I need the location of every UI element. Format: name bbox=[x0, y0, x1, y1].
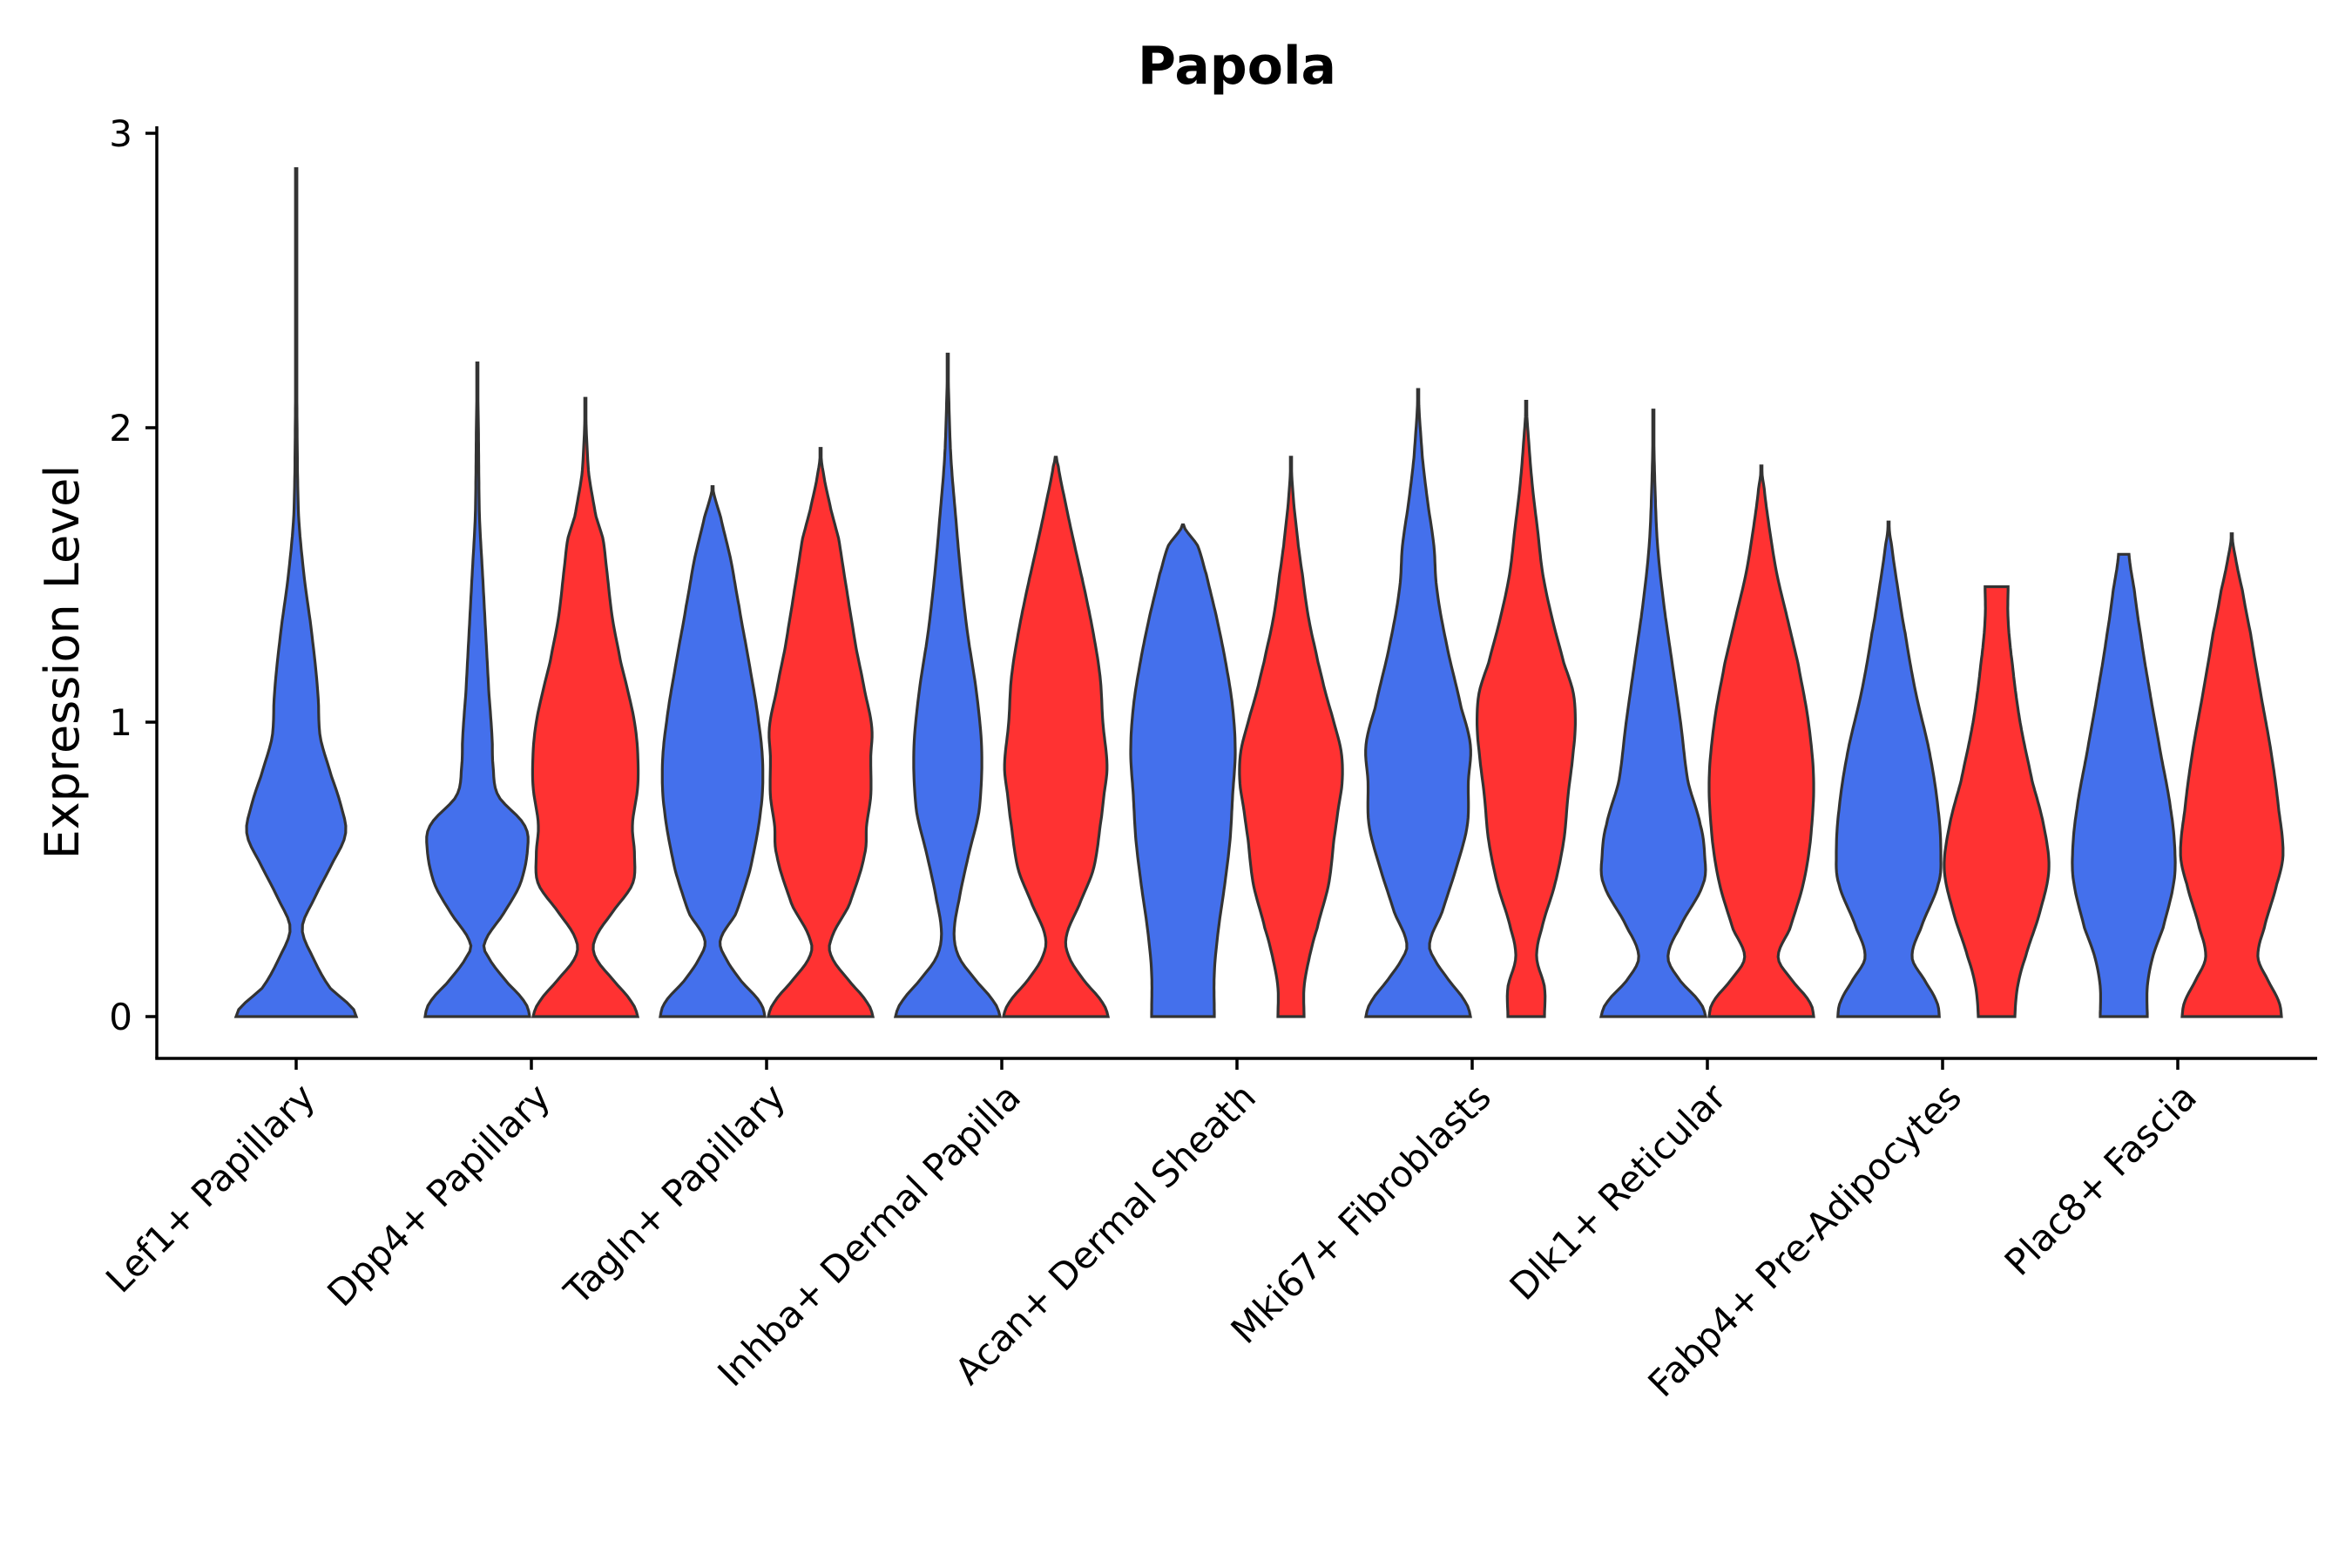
x-tick-label: Dpp4+ Papillary bbox=[319, 1075, 558, 1315]
violin-10 bbox=[1364, 388, 1472, 1018]
violin-9 bbox=[1238, 456, 1344, 1018]
violin-5 bbox=[766, 447, 875, 1018]
y-tick-label: 2 bbox=[109, 407, 132, 449]
y-tick-label: 3 bbox=[109, 112, 132, 155]
violin-8 bbox=[1129, 523, 1237, 1018]
violin-1 bbox=[233, 167, 359, 1018]
x-tick-label: Tagln+ Papillary bbox=[556, 1075, 794, 1313]
y-tick-label: 1 bbox=[109, 701, 132, 744]
violin-7 bbox=[1001, 456, 1111, 1018]
violin-14 bbox=[1835, 520, 1943, 1018]
violin-16 bbox=[2071, 552, 2177, 1018]
x-tick-label: Mki67+ Fibroblasts bbox=[1223, 1075, 1499, 1351]
x-tick-label: Dlk1+ Reticular bbox=[1502, 1075, 1735, 1308]
violin-17 bbox=[2179, 532, 2285, 1018]
y-axis-ticks: 0 1 2 3 bbox=[109, 112, 157, 1038]
violin-2 bbox=[423, 362, 531, 1018]
y-axis-label: Expression Level bbox=[35, 465, 90, 860]
violin-12 bbox=[1598, 409, 1708, 1018]
violin-11 bbox=[1476, 400, 1577, 1018]
y-tick-label: 0 bbox=[109, 996, 132, 1038]
x-tick-label: Lef1+ Papillary bbox=[98, 1075, 323, 1301]
violin-6 bbox=[893, 352, 1003, 1018]
x-tick-label: Plac8+ Fascia bbox=[1997, 1075, 2205, 1283]
violin-4 bbox=[659, 485, 767, 1018]
violin-3 bbox=[531, 396, 640, 1018]
chart-title: Papola bbox=[1138, 36, 1336, 97]
violin-15 bbox=[1943, 585, 2051, 1018]
violin-13 bbox=[1707, 464, 1815, 1018]
violin-group bbox=[233, 167, 2285, 1018]
